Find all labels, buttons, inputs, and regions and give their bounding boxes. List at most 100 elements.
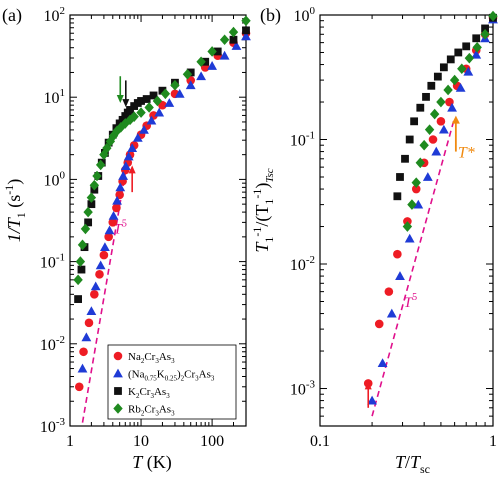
legend-marker-nak: [113, 368, 123, 378]
legend-label-rb: Rb2Cr3As3: [128, 404, 175, 418]
y-tick-label: 100: [44, 169, 66, 189]
legend-marker-rb: [113, 403, 123, 414]
data-point-nak: [123, 151, 134, 161]
data-point-k: [427, 81, 436, 90]
data-point-k: [401, 154, 409, 163]
panel-a: 1 10 100 10-3 10-2 10-1 100 101 102 (a) T5 T (K) 1/T…: [2, 5, 251, 473]
data-point-rb: [86, 192, 97, 203]
data-point-nak: [438, 124, 449, 134]
data-point-k: [472, 34, 481, 43]
data-point-k: [439, 63, 448, 72]
data-point-nak: [455, 82, 466, 92]
tstar-arrow-head: [451, 115, 460, 124]
data-point-k: [87, 200, 96, 209]
x-tick-label: 1: [66, 433, 74, 450]
y-tick-label: 10-2: [290, 254, 315, 274]
fit-line-label: T5: [114, 218, 127, 237]
data-point-k: [481, 24, 489, 33]
data-point-k: [126, 106, 134, 114]
data-point-nak: [395, 271, 405, 280]
data-point-k: [137, 97, 145, 105]
data-point-na: [74, 382, 84, 392]
data-point-nak: [447, 102, 457, 112]
data-point-nak: [81, 332, 92, 342]
data-point-rb: [464, 52, 475, 64]
data-point-rb: [241, 15, 251, 27]
data-point-nak: [367, 395, 377, 405]
power-law-fit-line: [81, 172, 127, 423]
y-tick-label: 10-1: [290, 130, 315, 150]
data-point-rb: [83, 206, 93, 218]
data-point-rb: [429, 108, 440, 120]
power-law-fit-line: [371, 117, 456, 417]
y-tick-label: 10-1: [40, 252, 65, 272]
data-point-rb: [196, 56, 206, 68]
x-tick-label: 10: [133, 433, 149, 450]
x-tick-label: 0.1: [310, 433, 330, 450]
data-point-rb: [170, 79, 180, 91]
data-point-na: [79, 347, 88, 357]
transition-arrow-head: [364, 381, 372, 390]
data-point-na: [99, 250, 109, 260]
x-axis-label: T (K): [132, 452, 172, 473]
x-tick-label: 100: [200, 433, 224, 450]
series-rb: [402, 10, 498, 232]
data-point-rb: [73, 274, 83, 286]
data-point-nak: [413, 199, 424, 209]
data-point-k: [396, 173, 404, 181]
data-point-rb: [402, 221, 413, 232]
data-point-rb: [449, 74, 460, 86]
data-point-na: [90, 290, 99, 299]
data-point-nak: [231, 41, 242, 50]
data-point-k: [158, 86, 167, 95]
tstar-label: T*: [458, 145, 475, 162]
data-point-na: [374, 319, 384, 329]
data-point-rb: [219, 34, 230, 46]
data-point-nak: [154, 107, 165, 117]
data-point-rb: [415, 157, 426, 169]
data-point-k: [433, 72, 442, 81]
data-point-k: [149, 91, 158, 100]
transition-arrow-head: [122, 99, 130, 108]
legend-marker-na: [113, 351, 123, 361]
data-point-rb: [144, 102, 154, 113]
data-point-nak: [120, 161, 131, 171]
transition-arrow-head: [116, 94, 124, 103]
data-point-k: [186, 68, 195, 77]
data-point-rb: [160, 88, 171, 100]
data-point-nak: [219, 50, 230, 60]
data-point-nak: [127, 143, 138, 153]
data-point-na: [428, 135, 438, 144]
data-point-nak: [164, 98, 175, 107]
data-point-rb: [472, 42, 482, 53]
y-tick-label: 10-2: [40, 334, 65, 354]
data-point-rb: [480, 28, 490, 40]
data-point-rb: [407, 199, 417, 210]
data-point-k: [462, 42, 471, 51]
panel-b: 0.1 1 10-3 10-2 10-1 100 (b) T5 T/Tsc T1-1/(T1-1)…: [250, 5, 498, 476]
data-point-nak: [112, 195, 122, 205]
data-point-nak: [185, 80, 196, 90]
data-point-rb: [436, 96, 446, 108]
data-point-k: [242, 26, 250, 35]
data-point-rb: [488, 10, 498, 22]
data-point-k: [446, 55, 455, 64]
data-point-rb: [419, 139, 429, 151]
data-point-nak: [108, 210, 119, 220]
data-point-nak: [207, 61, 218, 70]
data-point-nak: [100, 242, 110, 252]
plot-frame: [319, 14, 494, 427]
plot-frame: [69, 14, 247, 427]
y-tick-label: 10-3: [40, 416, 66, 436]
data-point-nak: [77, 363, 88, 373]
data-point-rb: [75, 256, 86, 267]
data-point-nak: [431, 146, 442, 156]
data-point-na: [411, 184, 421, 194]
y-axis-label: 1/T1 (s-1): [2, 179, 28, 243]
data-point-rb: [136, 107, 146, 118]
data-point-na: [384, 287, 394, 296]
data-point-nak: [139, 125, 149, 134]
data-point-nak: [104, 225, 115, 235]
data-point-nak: [90, 281, 101, 291]
